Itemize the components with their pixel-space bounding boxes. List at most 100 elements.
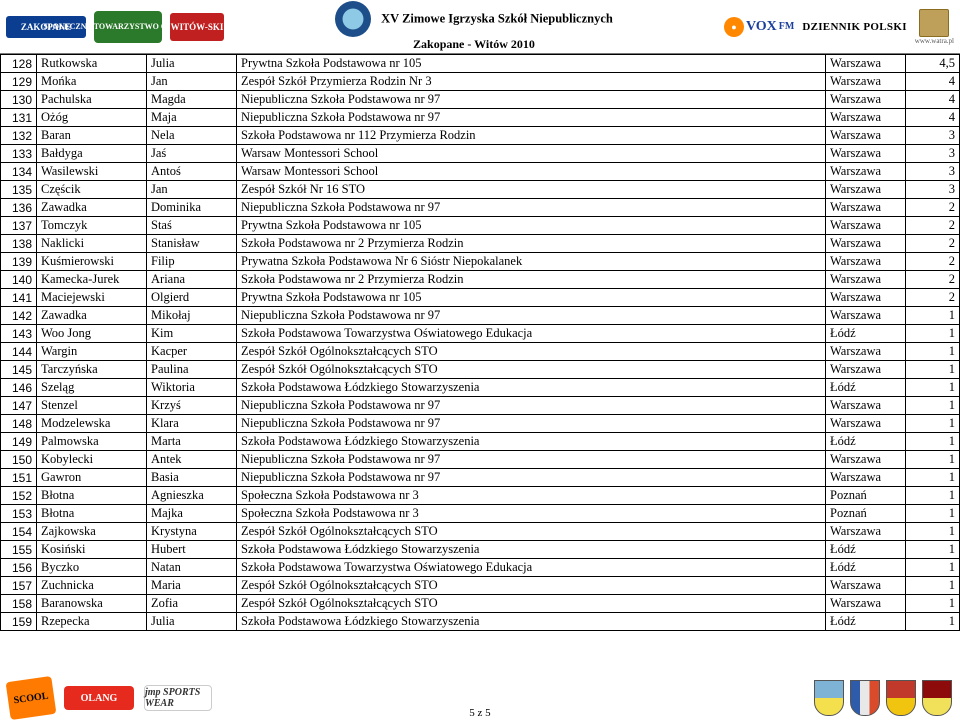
cell-firstname: Dominika	[147, 199, 237, 217]
cell-school: Prywatna Szkoła Podstawowa Nr 6 Sióstr N…	[237, 253, 826, 271]
cell-school: Niepubliczna Szkoła Podstawowa nr 97	[237, 469, 826, 487]
table-row: 139KuśmierowskiFilipPrywatna Szkoła Pods…	[1, 253, 960, 271]
cell-score: 2	[906, 289, 960, 307]
cell-school: Szkoła Podstawowa nr 2 Przymierza Rodzin	[237, 271, 826, 289]
cell-city: Łódź	[826, 325, 906, 343]
cell-school: Szkoła Podstawowa nr 112 Przymierza Rodz…	[237, 127, 826, 145]
cell-city: Warszawa	[826, 109, 906, 127]
cell-firstname: Julia	[147, 55, 237, 73]
cell-surname: Baran	[37, 127, 147, 145]
cell-score: 2	[906, 235, 960, 253]
shield-icon	[814, 680, 844, 716]
table-row: 132BaranNelaSzkoła Podstawowa nr 112 Prz…	[1, 127, 960, 145]
table-row: 158BaranowskaZofiaZespół Szkół Ogólnoksz…	[1, 595, 960, 613]
cell-city: Łódź	[826, 559, 906, 577]
cell-school: Niepubliczna Szkoła Podstawowa nr 97	[237, 91, 826, 109]
cell-city: Warszawa	[826, 199, 906, 217]
cell-firstname: Ariana	[147, 271, 237, 289]
cell-score: 1	[906, 307, 960, 325]
cell-surname: Pachulska	[37, 91, 147, 109]
cell-score: 1	[906, 559, 960, 577]
cell-num: 147	[1, 397, 37, 415]
cell-school: Zespół Szkół Ogólnokształcących STO	[237, 343, 826, 361]
cell-school: Niepubliczna Szkoła Podstawowa nr 97	[237, 415, 826, 433]
cell-surname: Rzepecka	[37, 613, 147, 631]
header-left-logos: ZAKOPANE SPOŁECZNE TOWARZYSTWO OŚWIATOWE…	[6, 11, 224, 43]
cell-city: Warszawa	[826, 235, 906, 253]
cell-school: Prywtna Szkoła Podstawowa nr 105	[237, 55, 826, 73]
cell-num: 150	[1, 451, 37, 469]
cell-surname: Zuchnicka	[37, 577, 147, 595]
cell-city: Warszawa	[826, 595, 906, 613]
cell-surname: Kosiński	[37, 541, 147, 559]
cell-score: 1	[906, 469, 960, 487]
cell-num: 138	[1, 235, 37, 253]
logo-vox: ● VOX FM	[724, 17, 794, 37]
cell-city: Poznań	[826, 505, 906, 523]
cell-num: 137	[1, 217, 37, 235]
cell-surname: Zawadka	[37, 307, 147, 325]
cell-num: 155	[1, 541, 37, 559]
cell-surname: Mońka	[37, 73, 147, 91]
cell-num: 130	[1, 91, 37, 109]
cell-num: 158	[1, 595, 37, 613]
vox-fm: FM	[779, 21, 795, 32]
cell-school: Szkoła Podstawowa Łódzkiego Stowarzyszen…	[237, 613, 826, 631]
cell-num: 151	[1, 469, 37, 487]
cell-score: 4,5	[906, 55, 960, 73]
cell-num: 153	[1, 505, 37, 523]
cell-school: Zespół Szkół Nr 16 STO	[237, 181, 826, 199]
cell-city: Warszawa	[826, 127, 906, 145]
cell-school: Niepubliczna Szkoła Podstawowa nr 97	[237, 199, 826, 217]
table-row: 147StenzelKrzyśNiepubliczna Szkoła Podst…	[1, 397, 960, 415]
cell-surname: Wargin	[37, 343, 147, 361]
cell-school: Zespół Szkół Ogólnokształcących STO	[237, 361, 826, 379]
cell-firstname: Jaś	[147, 145, 237, 163]
cell-firstname: Jan	[147, 73, 237, 91]
cell-surname: Modzelewska	[37, 415, 147, 433]
cell-school: Szkoła Podstawowa Łódzkiego Stowarzyszen…	[237, 541, 826, 559]
watra-crest-icon	[919, 9, 949, 37]
table-row: 151GawronBasiaNiepubliczna Szkoła Podsta…	[1, 469, 960, 487]
table-row: 128RutkowskaJuliaPrywtna Szkoła Podstawo…	[1, 55, 960, 73]
cell-school: Zespół Szkół Ogólnokształcących STO	[237, 595, 826, 613]
cell-num: 139	[1, 253, 37, 271]
table-row: 150KobyleckiAntekNiepubliczna Szkoła Pod…	[1, 451, 960, 469]
cell-school: Szkoła Podstawowa Towarzystwa Oświatoweg…	[237, 559, 826, 577]
cell-city: Warszawa	[826, 217, 906, 235]
cell-score: 1	[906, 505, 960, 523]
cell-city: Warszawa	[826, 91, 906, 109]
page-number: 5 z 5	[469, 707, 490, 719]
cell-firstname: Wiktoria	[147, 379, 237, 397]
cell-firstname: Mikołaj	[147, 307, 237, 325]
cell-city: Warszawa	[826, 523, 906, 541]
event-subtitle: Zakopane - Witów 2010	[224, 37, 724, 52]
cell-city: Warszawa	[826, 451, 906, 469]
cell-score: 2	[906, 217, 960, 235]
cell-surname: Kamecka-Jurek	[37, 271, 147, 289]
cell-school: Niepubliczna Szkoła Podstawowa nr 97	[237, 451, 826, 469]
cell-school: Prywtna Szkoła Podstawowa nr 105	[237, 217, 826, 235]
cell-city: Warszawa	[826, 577, 906, 595]
cell-school: Szkoła Podstawowa nr 2 Przymierza Rodzin	[237, 235, 826, 253]
cell-num: 148	[1, 415, 37, 433]
cell-surname: Częścik	[37, 181, 147, 199]
table-row: 155KosińskiHubertSzkoła Podstawowa Łódzk…	[1, 541, 960, 559]
cell-score: 1	[906, 577, 960, 595]
cell-school: Warsaw Montessori School	[237, 163, 826, 181]
cell-firstname: Natan	[147, 559, 237, 577]
cell-city: Warszawa	[826, 55, 906, 73]
cell-surname: Bałdyga	[37, 145, 147, 163]
cell-score: 1	[906, 613, 960, 631]
cell-firstname: Agnieszka	[147, 487, 237, 505]
table-row: 159RzepeckaJuliaSzkoła Podstawowa Łódzki…	[1, 613, 960, 631]
cell-school: Zespół Szkół Ogólnokształcących STO	[237, 523, 826, 541]
cell-firstname: Kacper	[147, 343, 237, 361]
cell-surname: Zawadka	[37, 199, 147, 217]
cell-city: Warszawa	[826, 145, 906, 163]
cell-city: Łódź	[826, 379, 906, 397]
cell-score: 1	[906, 325, 960, 343]
cell-score: 1	[906, 451, 960, 469]
table-row: 156ByczkoNatanSzkoła Podstawowa Towarzys…	[1, 559, 960, 577]
cell-num: 140	[1, 271, 37, 289]
